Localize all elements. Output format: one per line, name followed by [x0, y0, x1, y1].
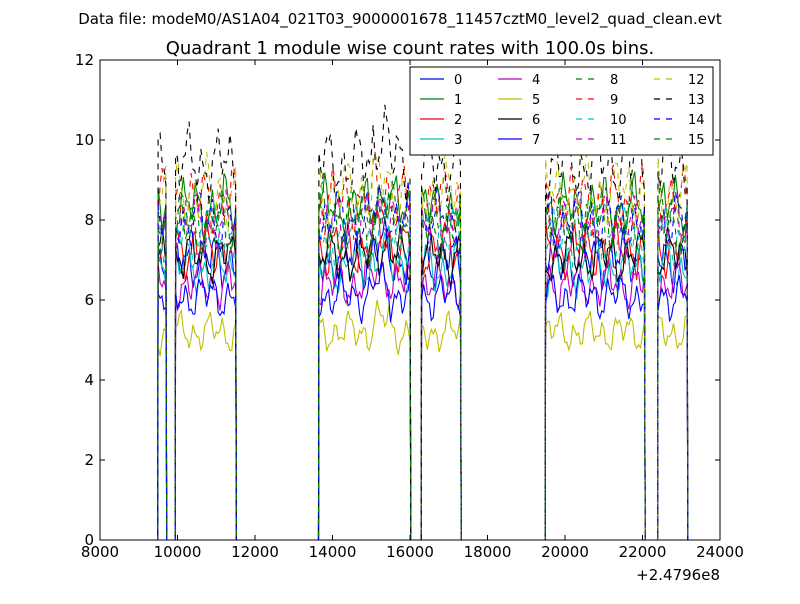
legend-label-8: 8 — [610, 73, 618, 88]
x-tick-label: 10000 — [154, 543, 202, 561]
legend-label-4: 4 — [532, 73, 540, 88]
y-tick-label: 4 — [84, 371, 94, 389]
y-tick-label: 12 — [75, 51, 94, 69]
x-tick-label: 16000 — [386, 543, 434, 561]
legend-label-13: 13 — [688, 93, 705, 108]
series-line-12 — [156, 152, 689, 540]
y-tick-label: 6 — [84, 291, 94, 309]
legend-label-2: 2 — [454, 113, 462, 128]
legend-label-15: 15 — [688, 133, 705, 148]
legend-label-10: 10 — [610, 113, 627, 128]
legend-label-1: 1 — [454, 93, 462, 108]
legend-label-7: 7 — [532, 133, 540, 148]
legend-label-9: 9 — [610, 93, 618, 108]
x-tick-label: 20000 — [541, 543, 589, 561]
legend-label-5: 5 — [532, 93, 540, 108]
x-tick-label: 14000 — [309, 543, 357, 561]
y-tick-label: 2 — [84, 451, 94, 469]
figure-suptitle: Data file: modeM0/AS1A04_021T03_90000016… — [78, 10, 722, 29]
legend-frame — [409, 66, 714, 156]
ticks-layer: 8000 10000 12000 14000 16000 18000 20000 22000 2… — [75, 51, 744, 561]
y-tick-label: 10 — [75, 131, 94, 149]
y-tick-label: 8 — [84, 211, 94, 229]
y-tick-label: 0 — [84, 531, 94, 549]
legend-label-6: 6 — [532, 113, 540, 128]
legend-label-0: 0 — [454, 73, 462, 88]
x-tick-label: 12000 — [231, 543, 279, 561]
chart-title: Quadrant 1 module wise count rates with … — [166, 38, 655, 59]
legend-label-11: 11 — [610, 133, 627, 148]
x-tick-label: 18000 — [464, 543, 512, 561]
x-axis-offset-label: +2.4796e8 — [636, 566, 720, 584]
x-tick-label: 8000 — [81, 543, 119, 561]
x-tick-label: 24000 — [696, 543, 744, 561]
series-line-11 — [156, 187, 689, 540]
legend-label-14: 14 — [688, 113, 705, 128]
x-tick-label: 22000 — [619, 543, 667, 561]
series-layer — [156, 104, 689, 540]
legend-label-3: 3 — [454, 133, 462, 148]
series-line-13 — [156, 104, 689, 540]
legend-label-12: 12 — [688, 73, 705, 88]
